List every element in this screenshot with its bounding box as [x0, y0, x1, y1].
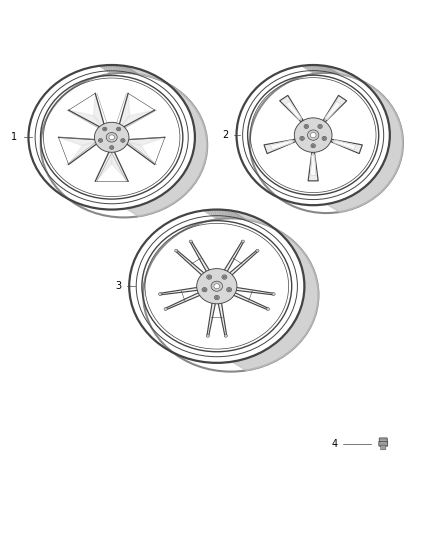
Ellipse shape — [214, 295, 219, 300]
Ellipse shape — [117, 128, 120, 130]
Polygon shape — [221, 241, 244, 277]
Polygon shape — [58, 138, 102, 146]
Ellipse shape — [117, 127, 121, 131]
Ellipse shape — [222, 275, 227, 279]
Polygon shape — [326, 66, 403, 212]
Polygon shape — [227, 290, 268, 310]
Polygon shape — [94, 93, 106, 130]
Polygon shape — [323, 95, 346, 122]
Ellipse shape — [266, 308, 270, 310]
Ellipse shape — [304, 124, 308, 128]
Polygon shape — [121, 140, 155, 165]
Ellipse shape — [228, 288, 230, 291]
Ellipse shape — [312, 145, 314, 147]
Polygon shape — [271, 140, 293, 150]
Ellipse shape — [294, 118, 332, 152]
FancyBboxPatch shape — [379, 441, 388, 446]
FancyBboxPatch shape — [379, 438, 387, 442]
Ellipse shape — [322, 136, 327, 141]
Ellipse shape — [175, 249, 178, 252]
Polygon shape — [176, 250, 209, 279]
Ellipse shape — [121, 139, 125, 142]
Polygon shape — [325, 101, 341, 119]
Text: 2: 2 — [223, 130, 229, 140]
Polygon shape — [280, 95, 303, 122]
Ellipse shape — [99, 139, 102, 142]
Ellipse shape — [104, 128, 106, 130]
Text: 1: 1 — [11, 132, 17, 142]
Ellipse shape — [319, 125, 321, 127]
Ellipse shape — [224, 335, 227, 337]
Polygon shape — [230, 286, 274, 295]
Polygon shape — [165, 290, 206, 310]
Ellipse shape — [95, 122, 129, 152]
Ellipse shape — [310, 133, 316, 138]
Ellipse shape — [206, 335, 209, 337]
Ellipse shape — [207, 275, 212, 279]
Ellipse shape — [202, 287, 207, 292]
Text: 4: 4 — [332, 439, 338, 449]
Polygon shape — [69, 110, 106, 130]
Ellipse shape — [307, 130, 319, 140]
Ellipse shape — [106, 133, 117, 142]
Ellipse shape — [214, 284, 220, 289]
Polygon shape — [160, 286, 204, 295]
Ellipse shape — [301, 138, 303, 140]
Ellipse shape — [189, 240, 192, 243]
Polygon shape — [225, 250, 258, 279]
FancyBboxPatch shape — [381, 445, 386, 450]
Text: 3: 3 — [116, 281, 122, 291]
Ellipse shape — [323, 138, 325, 140]
Polygon shape — [334, 140, 356, 150]
Ellipse shape — [99, 140, 102, 141]
Polygon shape — [232, 211, 318, 370]
Ellipse shape — [272, 293, 275, 295]
Ellipse shape — [256, 249, 259, 252]
Polygon shape — [112, 146, 128, 181]
Polygon shape — [285, 101, 301, 119]
Polygon shape — [217, 297, 227, 336]
Polygon shape — [118, 110, 155, 130]
Ellipse shape — [305, 125, 307, 127]
Ellipse shape — [122, 140, 124, 141]
Polygon shape — [190, 241, 212, 277]
Ellipse shape — [300, 136, 304, 141]
Polygon shape — [118, 93, 130, 130]
Ellipse shape — [223, 276, 226, 278]
Ellipse shape — [110, 146, 114, 149]
Ellipse shape — [241, 240, 244, 243]
Ellipse shape — [226, 287, 232, 292]
Polygon shape — [126, 66, 207, 216]
Ellipse shape — [215, 296, 218, 298]
Polygon shape — [331, 139, 362, 154]
Ellipse shape — [208, 276, 211, 278]
Polygon shape — [311, 155, 316, 175]
Ellipse shape — [311, 144, 315, 148]
Ellipse shape — [109, 135, 114, 140]
Polygon shape — [95, 146, 112, 181]
Polygon shape — [121, 138, 165, 146]
Ellipse shape — [211, 281, 223, 291]
Ellipse shape — [197, 269, 237, 304]
Ellipse shape — [102, 127, 107, 131]
Polygon shape — [69, 140, 102, 165]
Ellipse shape — [159, 293, 162, 295]
Polygon shape — [264, 139, 296, 154]
Ellipse shape — [318, 124, 322, 128]
Ellipse shape — [203, 288, 206, 291]
Polygon shape — [207, 297, 216, 336]
Polygon shape — [308, 152, 318, 181]
Ellipse shape — [164, 308, 167, 310]
Ellipse shape — [110, 147, 113, 149]
